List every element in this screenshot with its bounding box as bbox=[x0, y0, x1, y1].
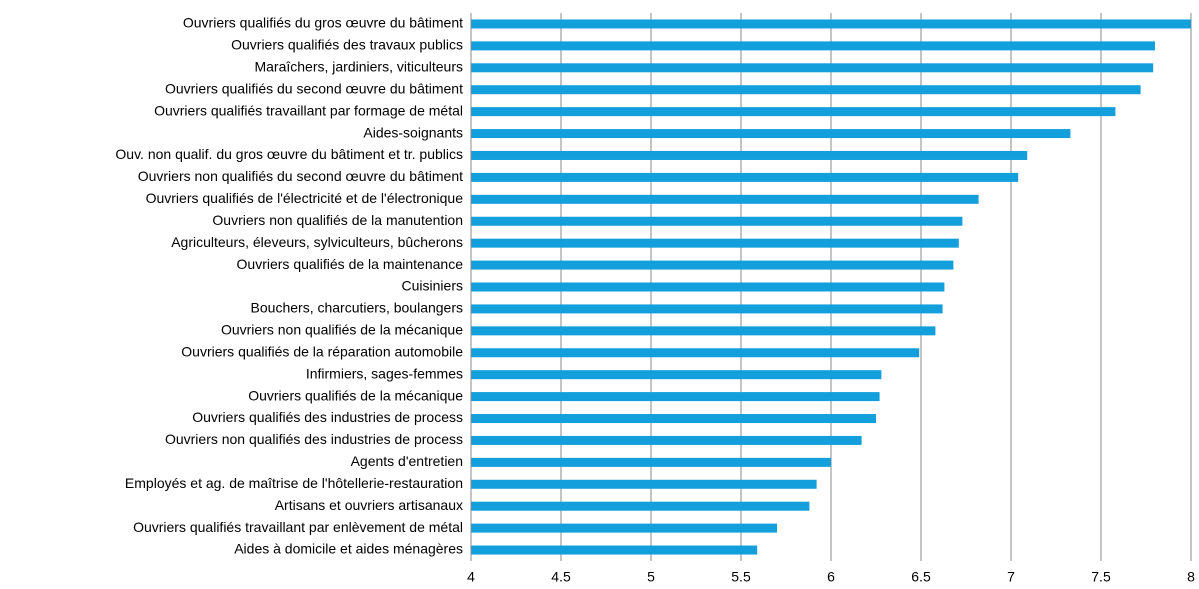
bar bbox=[471, 194, 979, 204]
y-tick-label: Ouvriers qualifiés de la maintenance bbox=[237, 256, 464, 272]
y-tick-label: Ouvriers non qualifiés de la mécanique bbox=[221, 322, 463, 338]
y-tick-label: Artisans et ouvriers artisanaux bbox=[275, 497, 463, 513]
bar bbox=[471, 479, 817, 489]
bar bbox=[471, 19, 1191, 29]
y-tick-label: Bouchers, charcutiers, boulangers bbox=[251, 300, 463, 316]
x-tick-label: 5 bbox=[647, 569, 655, 585]
bar bbox=[471, 523, 777, 533]
bar bbox=[471, 457, 831, 467]
bar bbox=[471, 304, 943, 314]
y-tick-label: Ouvriers qualifiés des industries de pro… bbox=[192, 409, 463, 425]
y-tick-label: Ouvriers non qualifiés des industries de… bbox=[165, 431, 463, 447]
y-tick-label: Ouvriers non qualifiés de la manutention bbox=[212, 212, 463, 228]
x-tick-label: 5.5 bbox=[731, 569, 751, 585]
bar bbox=[471, 392, 880, 402]
x-tick-label: 6.5 bbox=[911, 569, 931, 585]
y-tick-label: Maraîchers, jardiniers, viticulteurs bbox=[254, 59, 463, 75]
x-tick-label: 8 bbox=[1187, 569, 1195, 585]
bar bbox=[471, 435, 862, 445]
bar bbox=[471, 260, 954, 270]
bar bbox=[471, 501, 810, 511]
y-tick-label: Infirmiers, sages-femmes bbox=[306, 365, 463, 381]
bar bbox=[471, 545, 758, 555]
y-tick-label: Agriculteurs, éleveurs, sylviculteurs, b… bbox=[171, 234, 463, 250]
bar bbox=[471, 326, 936, 336]
y-tick-label: Ouvriers qualifiés travaillant par forma… bbox=[154, 102, 463, 118]
bar bbox=[471, 63, 1154, 73]
bar bbox=[471, 282, 945, 292]
bar bbox=[471, 150, 1028, 160]
bar bbox=[471, 370, 882, 380]
y-tick-label: Aides-soignants bbox=[363, 124, 463, 140]
x-tick-label: 6 bbox=[827, 569, 835, 585]
y-tick-label: Ouvriers qualifiés du gros œuvre du bâti… bbox=[183, 15, 463, 31]
bar bbox=[471, 107, 1116, 117]
y-tick-label: Employés et ag. de maîtrise de l'hôtelle… bbox=[125, 475, 463, 491]
y-tick-label: Ouvriers qualifiés travaillant par enlèv… bbox=[133, 519, 463, 535]
x-tick-label: 4.5 bbox=[551, 569, 571, 585]
bar bbox=[471, 414, 876, 424]
bar bbox=[471, 238, 959, 248]
x-tick-label: 4 bbox=[467, 569, 475, 585]
y-tick-label: Ouvriers qualifiés de la réparation auto… bbox=[181, 343, 463, 359]
bar bbox=[471, 85, 1141, 95]
y-tick-label: Agents d'entretien bbox=[351, 453, 463, 469]
bar bbox=[471, 216, 963, 226]
y-tick-label: Ouvriers qualifiés de l'électricité et d… bbox=[146, 190, 464, 206]
bar bbox=[471, 41, 1155, 51]
y-tick-label: Ouvriers qualifiés des travaux publics bbox=[231, 37, 463, 53]
x-tick-label: 7 bbox=[1007, 569, 1015, 585]
bar bbox=[471, 348, 920, 358]
bar bbox=[471, 172, 1019, 182]
y-tick-label: Ouvriers non qualifiés du second œuvre d… bbox=[138, 168, 463, 184]
y-tick-label: Aides à domicile et aides ménagères bbox=[234, 541, 463, 557]
y-tick-label: Ouv. non qualif. du gros œuvre du bâtime… bbox=[115, 146, 463, 162]
y-tick-label: Cuisiniers bbox=[402, 278, 463, 294]
bar bbox=[471, 129, 1071, 139]
y-tick-label: Ouvriers qualifiés de la mécanique bbox=[248, 387, 463, 403]
y-tick-label: Ouvriers qualifiés du second œuvre du bâ… bbox=[165, 80, 463, 96]
x-tick-label: 7.5 bbox=[1091, 569, 1111, 585]
